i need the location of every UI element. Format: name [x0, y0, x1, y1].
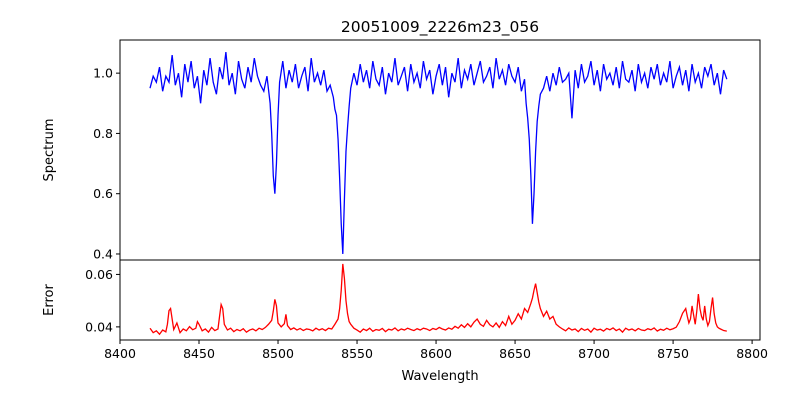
x-tick-label: 8500: [262, 346, 294, 361]
error-series-line: [149, 263, 727, 336]
x-tick-label: 8750: [657, 346, 689, 361]
x-tick-label: 8550: [341, 346, 373, 361]
chart-title: 20051009_2226m23_056: [341, 18, 539, 37]
spectrum-panel: 0.4 0.6 0.8 1.0 Spectrum: [42, 39, 761, 261]
x-tick-label: 8700: [578, 346, 610, 361]
error-panel-frame: [119, 259, 761, 341]
error-panel: 0.04 0.06 Error: [42, 259, 761, 341]
x-tick-label: 8450: [183, 346, 215, 361]
error-y-tick-label: 0.06: [85, 267, 113, 282]
x-tick-label: 8400: [104, 346, 136, 361]
error-y-axis-label: Error: [42, 284, 57, 316]
spectrum-y-tick-label: 0.6: [93, 186, 113, 201]
spectrum-series-line: [149, 51, 728, 255]
x-tick-label: 8650: [499, 346, 531, 361]
spectrum-y-tick-label: 1.0: [93, 66, 113, 81]
x-axis-label: Wavelength: [401, 369, 478, 384]
spectrum-y-tick-label: 0.8: [93, 126, 113, 141]
x-axis: 8400 8450 8500 8550 8600 8650 8700 8750 8800: [104, 340, 768, 361]
error-y-tick-label: 0.04: [85, 319, 113, 334]
x-tick-label: 8800: [736, 346, 768, 361]
spectrum-y-tick-label: 0.4: [93, 246, 113, 261]
x-tick-label: 8600: [420, 346, 452, 361]
spectrum-y-axis-label: Spectrum: [42, 119, 57, 182]
